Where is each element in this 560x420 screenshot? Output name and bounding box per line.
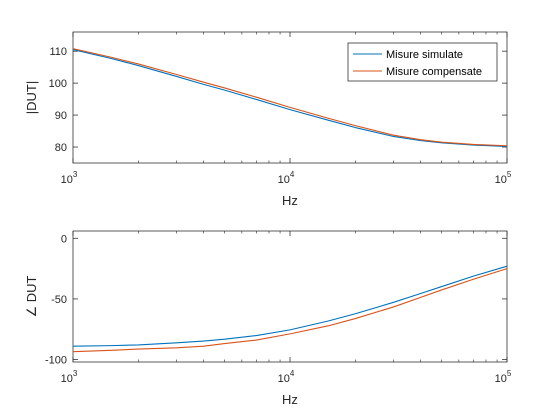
x-axis-label: Hz [282,392,298,407]
y-tick-label: -100 [45,355,67,367]
y-tick-label: 80 [55,142,67,154]
y-tick-label: -50 [51,294,67,306]
subplot-1: 103 104 105 80 90 100 110 Hz |DUT| Misure simulat… [24,31,512,208]
legend-entry: Misure compensate [386,66,482,78]
legend-box [347,42,498,82]
legend-entry: Misure simulate [386,49,463,61]
x-tick-label: 103 [61,369,78,385]
y-tick-label: 100 [49,78,67,90]
y-tick-label: 0 [61,233,67,245]
x-tick-label: 105 [495,170,512,186]
x-tick-label: 104 [278,170,295,186]
y-axis-label: |DUT| [24,81,39,114]
x-tick-label: 103 [61,170,78,186]
y-axis-label: ∠ DUT [24,275,39,317]
x-axis-label: Hz [282,193,298,208]
axes-box [72,230,508,363]
series-line-compensate [72,48,508,147]
legend: Misure simulate Misure compensate [347,42,498,82]
y-tick-label: 110 [49,46,67,58]
x-tick-label: 104 [278,369,295,385]
x-tick-label: 105 [495,369,512,385]
series-line-compensate [72,268,508,353]
subplot-2: 103 104 105 0 -50 -100 Hz ∠ DUT [24,230,512,407]
y-tick-label: 90 [55,110,67,122]
series-line-simulate [72,49,508,147]
series-line-simulate [72,265,508,347]
